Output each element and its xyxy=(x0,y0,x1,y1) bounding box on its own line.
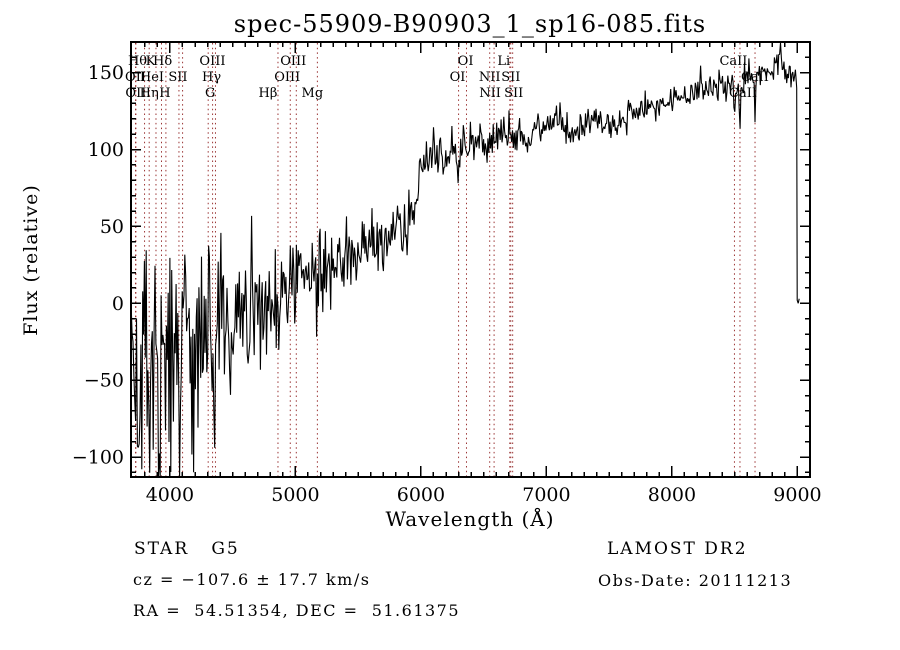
x-tick-label: 6000 xyxy=(397,484,445,506)
spectral-line-label: SII xyxy=(501,70,520,85)
spectral-line-label: SII xyxy=(168,70,187,85)
axis-tick-labels: 4000 5000 6000 7000 8000 9000 −100 −50 0 50 100 150 xyxy=(72,62,822,506)
spectrum-trace xyxy=(131,42,800,477)
spectral-line-label: Hβ xyxy=(259,86,278,101)
spectral-line-label: Mg xyxy=(302,86,324,101)
y-tick-label: 0 xyxy=(112,293,124,315)
x-tick-label: 9000 xyxy=(773,484,821,506)
spectral-line-label: OIII xyxy=(199,54,225,69)
spectral-line-label: Li xyxy=(497,54,510,69)
x-axis-label: Wavelength (Å) xyxy=(385,507,555,531)
object-class-text: STAR G5 xyxy=(134,539,240,559)
spectral-line-label: SII xyxy=(504,86,523,101)
spectral-line-label: OI xyxy=(450,70,466,85)
spectral-line-label: OIII xyxy=(274,70,300,85)
spectral-line-label: G xyxy=(205,86,215,101)
y-axis-label: Flux (relative) xyxy=(20,184,42,336)
spectral-line-markers xyxy=(135,43,756,476)
axes-frame xyxy=(130,41,811,478)
x-tick-label: 4000 xyxy=(146,484,194,506)
spectral-line-label: OIII xyxy=(280,54,306,69)
spectrum-polyline xyxy=(131,42,800,477)
y-tick-label: 150 xyxy=(88,62,124,84)
obs-date-text: Obs-Date: 20111213 xyxy=(598,571,793,590)
spectral-line-label: Hγ xyxy=(202,70,221,85)
radial-velocity-text: cz = −107.6 ± 17.7 km/s xyxy=(133,570,371,589)
figure-title: spec-55909-B90903_1_sp16-085.fits xyxy=(233,10,707,38)
spectral-line-label: NII xyxy=(479,86,501,101)
ra-dec-text: RA = 54.51354, DEC = 51.61375 xyxy=(133,601,461,620)
spectral-line-label: K xyxy=(146,54,156,69)
x-tick-label: 5000 xyxy=(271,484,319,506)
y-tick-label: −50 xyxy=(84,370,124,392)
plot-frame xyxy=(130,41,811,478)
spectral-line-label: CaII xyxy=(719,54,747,69)
y-tick-label: −100 xyxy=(72,447,124,469)
x-tick-label: 7000 xyxy=(522,484,570,506)
axis-ticks xyxy=(131,42,810,477)
spectral-line-label: NII xyxy=(479,70,501,85)
spectral-line-label: Hη xyxy=(140,86,159,101)
spectral-line-label: Hδ xyxy=(153,54,172,69)
survey-release-text: LAMOST DR2 xyxy=(607,539,748,559)
y-tick-label: 50 xyxy=(100,216,124,238)
y-tick-label: 100 xyxy=(88,139,124,161)
spectral-line-label: OI xyxy=(458,54,474,69)
x-tick-label: 8000 xyxy=(648,484,696,506)
spectral-line-label: H xyxy=(159,86,170,101)
spectral-line-label: HeI xyxy=(140,70,164,85)
